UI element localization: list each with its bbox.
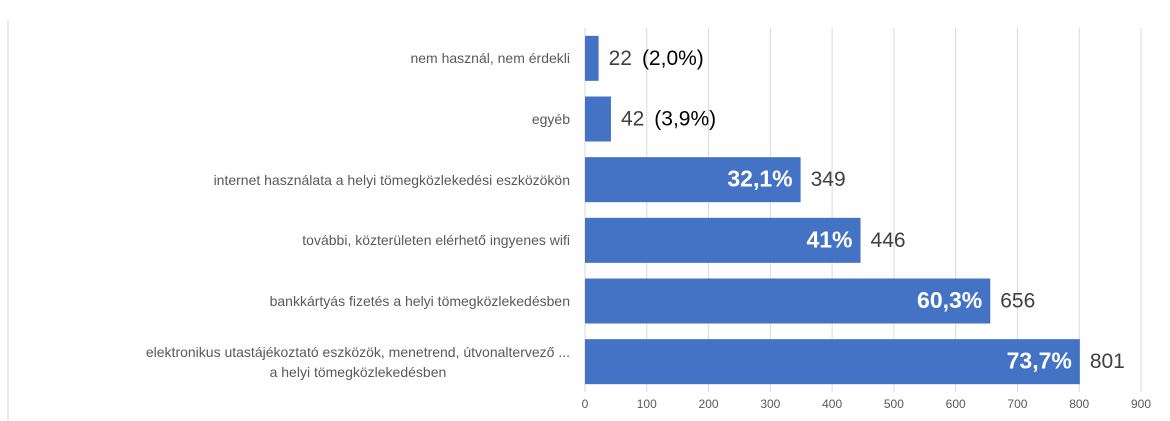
percent-label: (3,9%) [654,108,716,131]
category-label: bankkártyás fizetés a helyi tömegközleke… [269,293,570,309]
x-tick-label: 900 [1131,397,1151,411]
bar [585,278,991,324]
percent-label: 60,3% [917,287,982,313]
bar [585,96,611,142]
value-label: 42 [621,108,644,131]
bar [585,339,1080,385]
category-label: elektronikus utastájékoztató eszközök, m… [145,343,570,380]
percent-label: (2,0%) [642,47,704,70]
x-tick-label: 500 [884,397,904,411]
x-tick-label: 600 [946,397,966,411]
value-label: 349 [811,168,846,191]
x-tick-label: 700 [1007,397,1027,411]
bar [585,217,861,263]
x-tick-label: 400 [822,397,842,411]
value-label: 656 [1000,290,1035,313]
x-tick-label: 800 [1069,397,1089,411]
x-tick-label: 0 [582,397,589,411]
category-label: internet használata a helyi tömegközleke… [213,171,570,188]
bar [585,35,599,81]
category-label: nem használ, nem érdekli [410,50,570,67]
percent-label: 41% [806,226,852,252]
x-tick-label: 200 [699,397,719,411]
percent-label: 73,7% [1007,348,1072,374]
value-label: 801 [1090,350,1125,373]
category-label: egyéb [531,111,570,127]
x-tick-label: 100 [637,397,657,411]
category-label: további, közterületen elérhető ingyenes … [302,232,570,249]
value-label: 22 [609,47,632,70]
value-label: 446 [871,229,906,252]
bar [585,157,801,203]
x-tick-label: 300 [760,397,780,411]
percent-label: 32,1% [727,166,792,192]
